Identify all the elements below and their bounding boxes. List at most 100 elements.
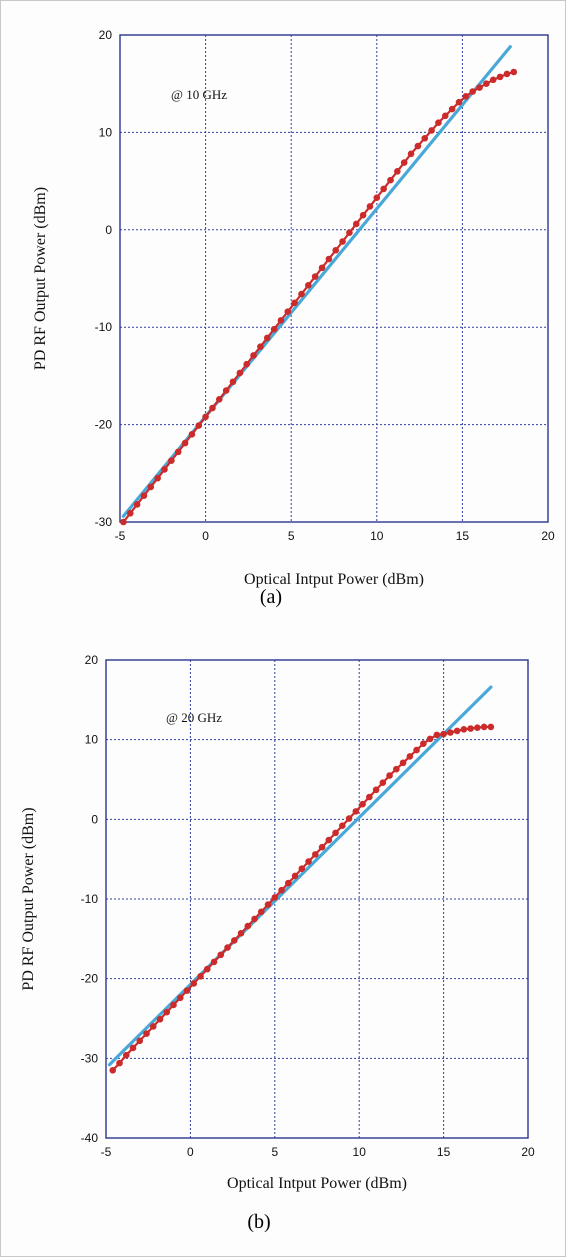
data-point [203, 965, 211, 973]
data-point [133, 501, 141, 508]
data-point [393, 765, 400, 773]
x-tick-label: -5 [101, 1145, 112, 1159]
data-point [487, 723, 495, 731]
data-point [503, 70, 511, 78]
data-point [230, 937, 238, 944]
x-tick-label: 10 [370, 529, 384, 543]
x-axis-label: Optical Intput Power (dBm) [227, 1175, 407, 1192]
x-tick-label: 5 [271, 1145, 278, 1159]
data-point [462, 93, 470, 100]
data-point [352, 808, 360, 815]
data-point [483, 80, 490, 87]
y-tick-label: -20 [81, 972, 99, 986]
data-point [285, 879, 292, 887]
data-point [496, 73, 504, 81]
data-point [270, 325, 278, 333]
y-tick-label: -10 [81, 892, 99, 906]
data-point [129, 1044, 137, 1052]
data-point [469, 88, 476, 95]
data-point [414, 142, 422, 150]
data-point [188, 431, 196, 438]
data-point [154, 474, 161, 482]
data-point [394, 168, 401, 175]
plot-frame [105, 659, 529, 1139]
x-tick-label: 20 [521, 1145, 535, 1159]
data-point [460, 726, 468, 733]
data-point [480, 723, 488, 731]
data-point [136, 1037, 144, 1045]
x-axis-label: Optical Intput Power (dBm) [244, 571, 424, 588]
data-point [291, 872, 299, 880]
data-point [312, 851, 319, 858]
x-tick-label: 5 [288, 529, 295, 543]
x-tick-label: 20 [541, 529, 555, 543]
data-point [406, 753, 414, 760]
data-point [305, 858, 312, 865]
data-point [433, 731, 441, 739]
data-point [170, 1001, 177, 1009]
data-point [244, 922, 252, 930]
data-point [251, 915, 258, 923]
data-point [298, 290, 305, 298]
data-point [311, 273, 319, 280]
panel-label-a: (a) [259, 586, 283, 608]
data-point [271, 894, 279, 901]
data-point [510, 68, 518, 76]
y-tick-label: -30 [81, 1051, 99, 1065]
data-point [339, 822, 346, 830]
data-point [426, 735, 434, 743]
y-tick-label: 20 [85, 653, 99, 667]
y-tick-label: 10 [99, 125, 113, 139]
x-tick-label: 0 [202, 529, 209, 543]
data-point [339, 238, 346, 245]
data-point [400, 159, 408, 166]
data-point [224, 944, 231, 951]
data-point [215, 395, 223, 403]
data-point [305, 282, 312, 289]
data-point [399, 759, 407, 767]
chart-panel-b: -5 0 5 10 15 20 -40 -30 -20 -10 0 10 20 Optical Intpu… [1, 629, 565, 1256]
chart-b-svg: -5 0 5 10 15 20 -40 -30 -20 -10 0 10 20 Optical Intpu… [20, 653, 535, 1192]
x-tick-label: 15 [437, 1145, 451, 1159]
data-point [318, 843, 326, 851]
x-tick-label: 10 [353, 1145, 367, 1159]
data-point [120, 518, 127, 526]
data-point [147, 483, 155, 491]
data-point [298, 865, 306, 873]
data-point [332, 246, 340, 254]
data-point [161, 466, 168, 473]
data-point [379, 779, 387, 786]
data-point [237, 929, 245, 937]
plot-frame [119, 34, 549, 523]
data-point [149, 1023, 157, 1030]
data-point [318, 264, 326, 272]
data-point [257, 343, 264, 350]
series-fit-line [121, 45, 512, 518]
data-point [109, 1066, 117, 1074]
data-point [217, 951, 225, 959]
data-point [366, 793, 373, 801]
y-tick-label: -30 [95, 515, 113, 529]
data-point [476, 84, 483, 91]
data-point [428, 127, 435, 134]
data-point [222, 387, 230, 394]
y-axis-label: PD RF Output Power (dBm) [32, 187, 49, 370]
data-point [197, 972, 204, 980]
series-measured-line [122, 70, 515, 523]
data-point [380, 185, 387, 193]
y-tick-label: 20 [99, 28, 113, 42]
data-point [236, 369, 244, 377]
data-point [373, 194, 381, 201]
data-point [176, 994, 184, 1002]
data-point [345, 815, 353, 822]
data-point [140, 492, 148, 500]
chart-a-svg: -5 0 5 10 15 20 -30 -20 -10 0 10 20 Optical Intput P… [32, 28, 555, 588]
y-tick-label: -40 [81, 1131, 99, 1145]
data-point [325, 836, 333, 844]
data-point [174, 448, 182, 456]
data-point [352, 220, 360, 228]
data-point [202, 413, 209, 421]
data-point [366, 203, 374, 210]
data-point [277, 317, 285, 324]
data-point [441, 112, 449, 120]
